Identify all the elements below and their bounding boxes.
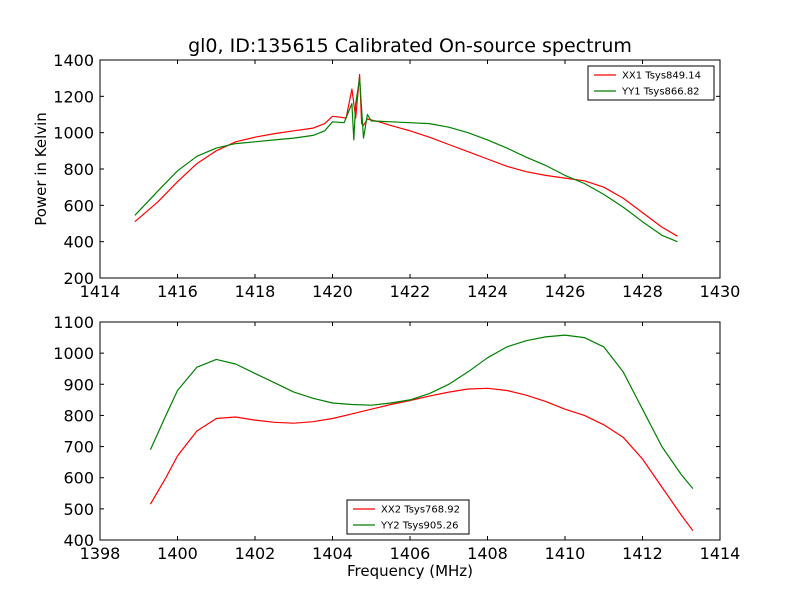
plot2-xtick-label: 1402 bbox=[235, 544, 276, 563]
plot2-series-1-line bbox=[149, 387, 694, 532]
plot2-xtick-label: 1414 bbox=[700, 544, 741, 563]
plot1-xtick-label: 1416 bbox=[157, 282, 198, 301]
plot2-ytick-label: 500 bbox=[63, 500, 94, 519]
plot2-xtick-label: 1400 bbox=[157, 544, 198, 563]
plot-2: 1398 1400 1402 1404 1406 1408 1410 1412 1414 400 5… bbox=[53, 313, 740, 580]
plot1-xtick-label: 1428 bbox=[622, 282, 663, 301]
plot2-legend-label-1: XX2 Tsys768.92 bbox=[381, 505, 460, 516]
plot1-series-1-line bbox=[134, 73, 678, 237]
plot-1: 1414 1416 1418 1420 1422 1424 1426 1428 1430 200 4… bbox=[32, 35, 740, 301]
plot1-title: gl0, ID:135615 Calibrated On-source spec… bbox=[188, 35, 632, 57]
plot2-ytick-label: 1100 bbox=[53, 313, 94, 332]
plot2-series-2-line bbox=[149, 334, 694, 489]
plot2-legend: XX2 Tsys768.92 YY2 Tsys905.26 bbox=[346, 499, 470, 535]
plot2-ytick-label: 600 bbox=[63, 469, 94, 488]
plot1-ytick-label: 1400 bbox=[53, 51, 94, 70]
plot1-ytick-label: 200 bbox=[63, 269, 94, 288]
plot1-xtick-label: 1422 bbox=[390, 282, 431, 301]
plot1-ytick-label: 600 bbox=[63, 196, 94, 215]
plot1-legend-box bbox=[587, 65, 715, 101]
plot1-xtick-label: 1414 bbox=[80, 282, 121, 301]
plot1-xtick-label: 1418 bbox=[235, 282, 276, 301]
plot2-legend-label-2: YY2 Tsys905.26 bbox=[380, 521, 459, 532]
plot1-xtick-label: 1430 bbox=[700, 282, 741, 301]
plot2-xtick-label: 1412 bbox=[622, 544, 663, 563]
plot2-x-axis-label: Frequency (MHz) bbox=[347, 562, 473, 580]
plot1-legend-label-1: XX1 Tsys849.14 bbox=[622, 71, 701, 82]
plot2-legend-box bbox=[346, 499, 470, 535]
plot2-xtick-label: 1410 bbox=[545, 544, 586, 563]
plot1-legend: XX1 Tsys849.14 YY1 Tsys866.82 bbox=[587, 65, 715, 101]
plot2-xtick-label: 1404 bbox=[312, 544, 353, 563]
plot1-ytick-label: 1000 bbox=[53, 124, 94, 143]
plot1-ytick-label: 400 bbox=[63, 233, 94, 252]
plot1-xtick-label: 1420 bbox=[312, 282, 353, 301]
plot2-ytick-label: 1000 bbox=[53, 344, 94, 363]
plot1-legend-label-2: YY1 Tsys866.82 bbox=[621, 87, 700, 98]
plot1-ytick-label: 1200 bbox=[53, 87, 94, 106]
plot2-ytick-label: 700 bbox=[63, 438, 94, 457]
plot2-ytick-label: 800 bbox=[63, 406, 94, 425]
plot1-xtick-label: 1424 bbox=[467, 282, 508, 301]
plot1-ytick-label: 800 bbox=[63, 160, 94, 179]
plot1-y-axis-label: Power in Kelvin bbox=[32, 112, 50, 226]
plot2-xtick-label: 1408 bbox=[467, 544, 508, 563]
plot1-xtick-label: 1426 bbox=[545, 282, 586, 301]
plot2-xtick-label: 1398 bbox=[80, 544, 121, 563]
plot2-xtick-label: 1406 bbox=[390, 544, 431, 563]
plot2-ytick-label: 900 bbox=[63, 375, 94, 394]
plot2-ytick-label: 400 bbox=[63, 531, 94, 550]
plot1-series-2-line bbox=[134, 77, 678, 243]
